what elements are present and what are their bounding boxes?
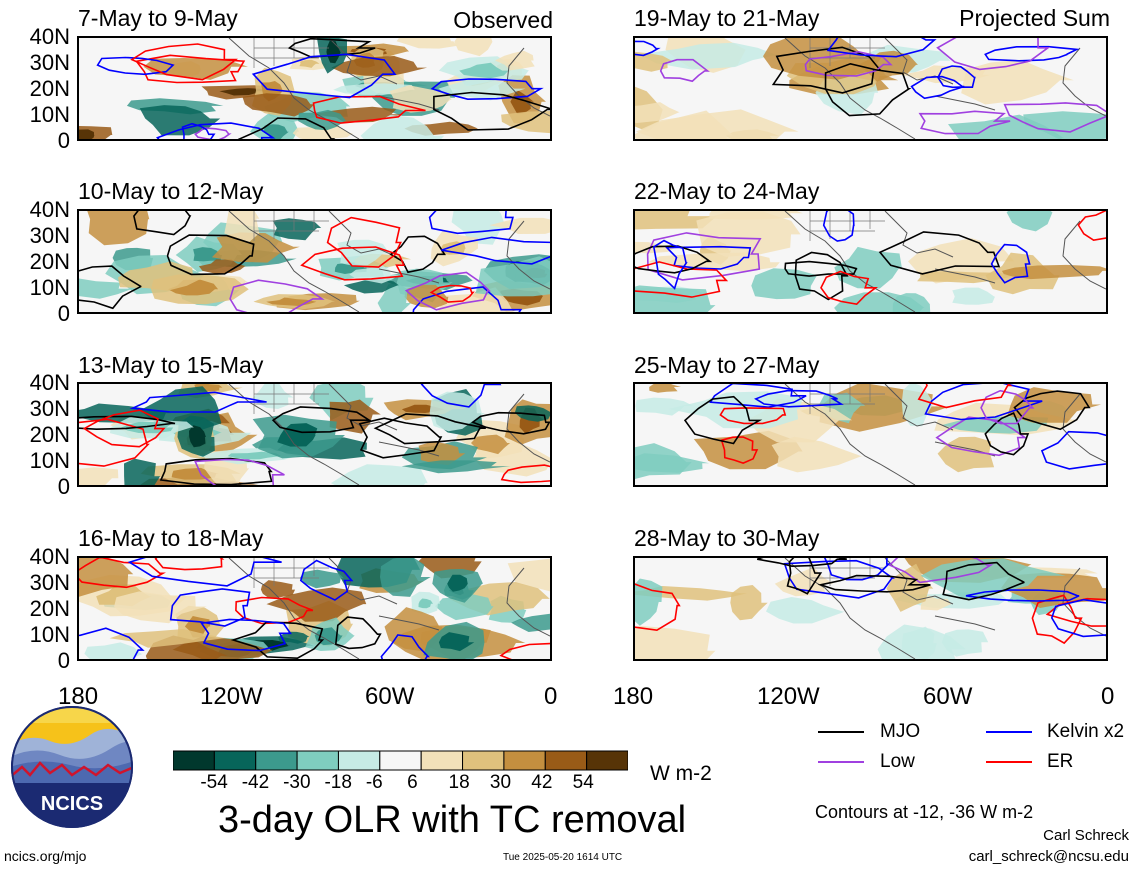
colorbar-swatch (503, 750, 546, 771)
lat-label: 30N (29, 396, 70, 421)
panel-title-6: 22-May to 24-May (634, 178, 820, 204)
lat-label: 0 (57, 474, 70, 499)
colorbar-swatch (586, 750, 628, 771)
author-email: carl_schreck@ncsu.edu (968, 848, 1129, 865)
panel-tag-projected: Projected Sum (959, 5, 1110, 31)
lon-label-60w-right: 60W (923, 683, 973, 710)
map-panel (77, 382, 552, 487)
colorbar (173, 750, 628, 771)
lat-label: 30N (29, 223, 70, 248)
lat-label: 20N (29, 249, 70, 274)
colorbar-swatch (213, 750, 257, 771)
lat-label: 10N (29, 275, 70, 300)
panel-title-5: 19-May to 21-May (634, 5, 820, 31)
colorbar-tick-label: -42 (241, 772, 270, 793)
colorbar-tick-label: 18 (448, 772, 470, 793)
map-panel (633, 209, 1108, 314)
author-name: Carl Schreck (1043, 827, 1129, 844)
colorbar-tick-label: 54 (572, 772, 594, 793)
map-panel (77, 36, 552, 141)
colorbar-tick-label: -6 (365, 772, 383, 793)
map-panel (633, 382, 1108, 487)
legend-line-kelvin (986, 731, 1032, 733)
legend-line-er (986, 761, 1032, 763)
lat-label: 40N (29, 24, 70, 49)
timestamp: Tue 2025-05-20 1614 UTC (503, 852, 623, 863)
colorbar-tick-label: -54 (200, 772, 228, 793)
panel-title-7: 25-May to 27-May (634, 352, 820, 378)
colorbar-tick-label: 30 (489, 772, 512, 793)
colorbar-tick-label: 6 (407, 772, 418, 793)
lat-label: 10N (29, 448, 70, 473)
lat-label: 10N (29, 102, 70, 127)
lon-label-0-right: 0 (1101, 683, 1115, 710)
lat-label: 0 (57, 648, 70, 673)
colorbar-swatch (255, 750, 298, 771)
panel-title-2: 10-May to 12-May (78, 178, 264, 204)
lon-label-60w-left: 60W (365, 683, 415, 710)
logo-text: NCICS (41, 793, 103, 815)
colorbar-swatch (462, 750, 505, 771)
legend-label-er: ER (1047, 751, 1074, 772)
contour-note: Contours at -12, -36 W m-2 (815, 802, 1034, 822)
legend-label-low: Low (880, 751, 915, 772)
lat-label: 10N (29, 622, 70, 647)
lat-label: 30N (29, 570, 70, 595)
site-url: ncics.org/mjo (4, 848, 87, 864)
lat-label: 0 (57, 128, 70, 153)
legend-line-mjo (818, 731, 864, 733)
lon-label-180-right: 180 (613, 683, 654, 710)
lon-label-180-left: 180 (58, 683, 99, 710)
panel-title-3: 13-May to 15-May (78, 352, 264, 378)
colorbar-swatch (420, 750, 464, 771)
colorbar-tick-label: -18 (324, 772, 352, 793)
lat-label: 0 (57, 301, 70, 326)
main-title: 3-day OLR with TC removal (218, 799, 687, 841)
lat-label: 40N (29, 370, 70, 395)
ncics-logo: NCICS (11, 706, 133, 828)
lat-label: 40N (29, 197, 70, 222)
colorbar-swatch (379, 750, 422, 771)
panel-tag-observed: Observed (453, 7, 553, 33)
colorbar-swatch (544, 750, 588, 771)
lon-label-120w-left: 120W (200, 683, 263, 710)
lat-label: 20N (29, 76, 70, 101)
lat-label: 20N (29, 422, 70, 447)
lon-label-120w-right: 120W (757, 683, 820, 710)
colorbar-swatch (296, 750, 339, 771)
lat-label: 30N (29, 50, 70, 75)
panel-title-8: 28-May to 30-May (634, 525, 820, 551)
colorbar-swatch (337, 750, 381, 771)
panel-title-4: 16-May to 18-May (78, 525, 264, 551)
lat-label: 20N (29, 596, 70, 621)
map-panel (77, 209, 552, 314)
lat-label: 40N (29, 544, 70, 569)
panel-title-1: 7-May to 9-May (78, 5, 238, 31)
lon-label-0-left: 0 (544, 683, 558, 710)
legend-label-kelvin: Kelvin x2 (1047, 721, 1125, 742)
colorbar-tick-label: -30 (283, 772, 311, 793)
map-panel (633, 36, 1108, 141)
colorbar-swatch (173, 750, 215, 771)
map-panel (77, 556, 552, 661)
colorbar-units: W m-2 (650, 762, 712, 785)
legend-line-low (818, 761, 864, 763)
map-panel (633, 556, 1108, 661)
colorbar-tick-label: 42 (531, 772, 553, 793)
legend-label-mjo: MJO (880, 721, 921, 742)
